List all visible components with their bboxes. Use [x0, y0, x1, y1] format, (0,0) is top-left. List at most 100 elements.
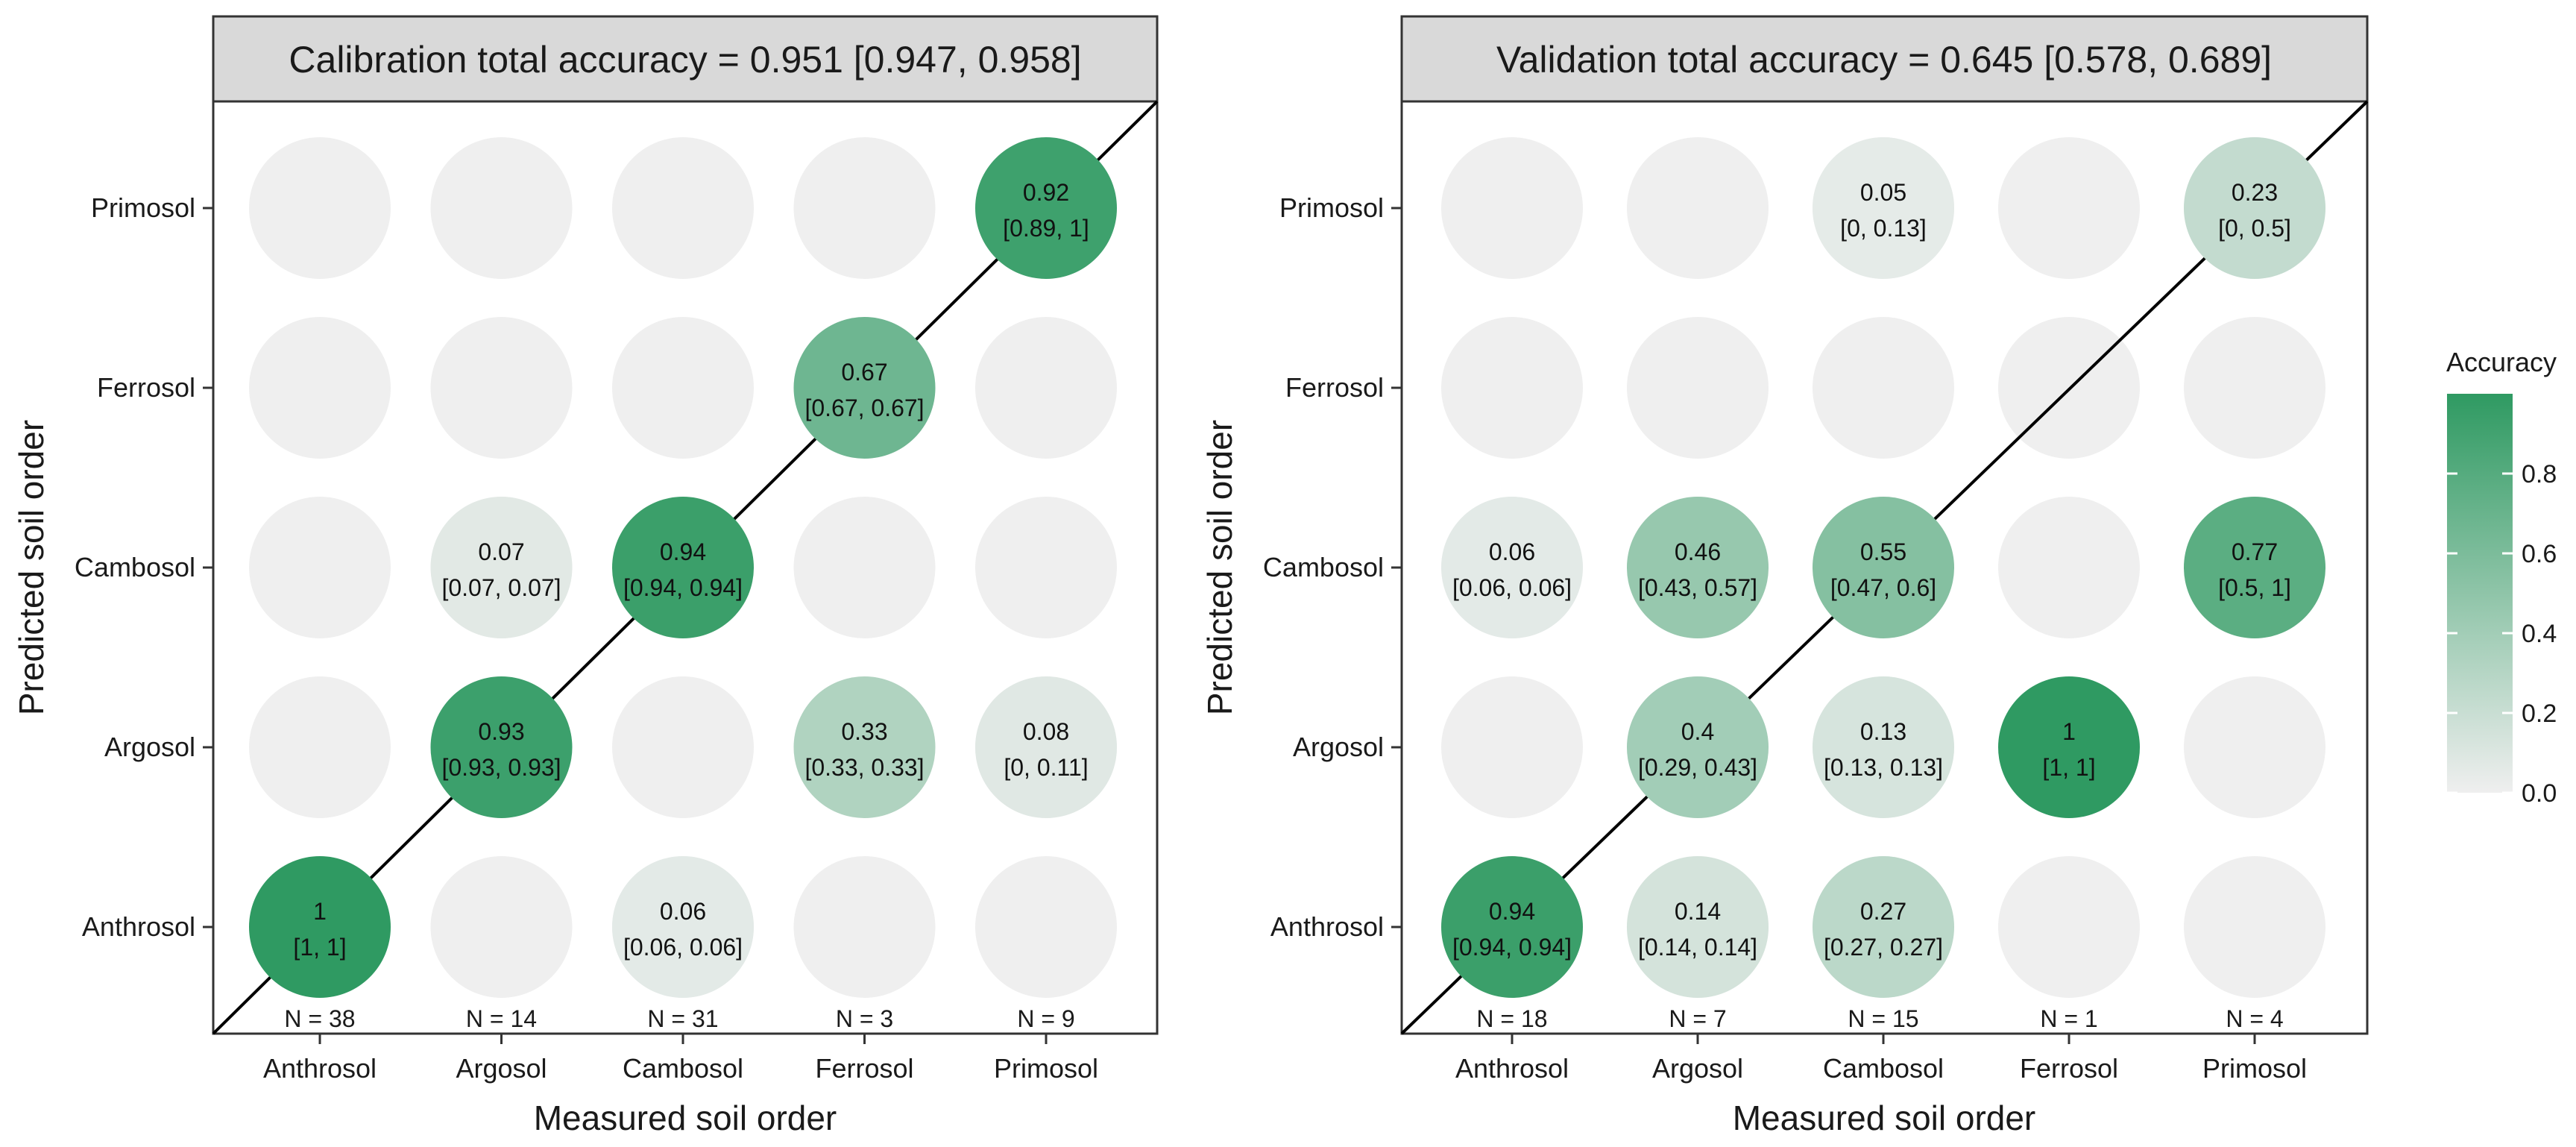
bubble-value-label: 1 [313, 898, 327, 925]
accuracy-bubble [1627, 856, 1769, 998]
validation-panel: Validation total accuracy = 0.645 [0.578… [1200, 15, 2369, 1137]
sample-size-label: N = 38 [284, 1005, 355, 1032]
bubble-value-label: 0.33 [841, 718, 887, 745]
bubble-value-label: 0.55 [1860, 538, 1906, 565]
accuracy-bubble [1441, 856, 1583, 998]
accuracy-bubble [793, 676, 936, 818]
y-tick-label: Cambosol [1263, 552, 1384, 582]
x-tick-label: Argosol [456, 1053, 547, 1084]
sample-size-label: N = 4 [2226, 1005, 2283, 1032]
bubble-ci-label: [0.13, 0.13] [1824, 754, 1943, 781]
bubble-ci-label: [0.06, 0.06] [1452, 574, 1572, 601]
empty-bubble [2184, 856, 2325, 998]
legend-ticks: 0.0 0.2 0.4 0.6 0.8 [2447, 460, 2557, 808]
empty-bubble [1441, 137, 1583, 279]
bubble-ci-label: [0.33, 0.33] [804, 754, 924, 781]
y-tick-label: Primosol [91, 192, 195, 223]
validation-x-axis-label: Measured soil order [1733, 1099, 2036, 1137]
y-tick-label: Ferrosol [97, 372, 195, 403]
legend-tick-label: 0.8 [2522, 460, 2557, 488]
validation-title: Validation total accuracy = 0.645 [0.578… [1496, 39, 2272, 81]
empty-bubble [1627, 137, 1769, 279]
accuracy-bubble [2184, 497, 2325, 638]
empty-bubble [793, 497, 936, 638]
empty-bubble [793, 856, 936, 998]
bubble-ci-label: [0, 0.11] [1004, 754, 1088, 781]
y-tick-label: Argosol [1293, 732, 1384, 762]
accuracy-bubble [249, 856, 391, 998]
empty-bubble [975, 856, 1117, 998]
empty-bubble [430, 856, 573, 998]
empty-bubble [249, 676, 391, 818]
bubble-value-label: 0.46 [1675, 538, 1721, 565]
bubble-ci-label: [0.29, 0.43] [1638, 754, 1757, 781]
empty-bubble [1627, 317, 1769, 459]
accuracy-bubble [975, 137, 1117, 279]
accuracy-bubble [1813, 856, 1954, 998]
legend-title: Accuracy [2446, 347, 2557, 377]
empty-bubble [1998, 856, 2140, 998]
bubble-value-label: 1 [2062, 718, 2076, 745]
calibration-title: Calibration total accuracy = 0.951 [0.94… [289, 39, 1081, 81]
sample-size-label: N = 31 [647, 1005, 718, 1032]
bubble-value-label: 0.67 [841, 359, 887, 386]
accuracy-bubble [1627, 497, 1769, 638]
empty-bubble [2184, 317, 2325, 459]
validation-plot-area: 0.94 [0.94, 0.94] 0.06 [0.06, 0.06] 0.14 [0.1… [1263, 100, 2369, 1084]
calibration-y-axis-label: Predicted soil order [12, 420, 51, 715]
empty-bubble [249, 137, 391, 279]
x-tick-label: Cambosol [1823, 1053, 1944, 1084]
empty-bubble [249, 497, 391, 638]
bubble-ci-label: [0.93, 0.93] [441, 754, 561, 781]
accuracy-bubble [1813, 676, 1954, 818]
sample-size-label: N = 7 [1669, 1005, 1726, 1032]
accuracy-bubble [1813, 137, 1954, 279]
bubble-value-label: 0.08 [1023, 718, 1069, 745]
empty-bubble [612, 137, 754, 279]
bubble-ci-label: [1, 1] [2042, 754, 2095, 781]
legend-tick-label: 0.4 [2522, 620, 2557, 648]
bubble-value-label: 0.27 [1860, 898, 1906, 925]
empty-bubble [975, 497, 1117, 638]
bubble-ci-label: [0.47, 0.6] [1830, 574, 1936, 601]
bubble-value-label: 0.93 [478, 718, 524, 745]
accuracy-legend: Accuracy 0.0 0.2 0.4 0.6 0.8 [2446, 347, 2557, 808]
legend-tick-label: 0.0 [2522, 779, 2557, 808]
bubble-value-label: 0.06 [1489, 538, 1535, 565]
bubble-ci-label: [0, 0.13] [1840, 215, 1927, 242]
accuracy-bubble [2184, 137, 2325, 279]
x-tick-label: Argosol [1652, 1053, 1743, 1084]
calibration-plot-area: 1 [1, 1] 0.93 [0.93, 0.93] 0.07 [0.07, 0.07] 0… [75, 100, 1159, 1084]
accuracy-bubble [1627, 676, 1769, 818]
empty-bubble [430, 137, 573, 279]
y-tick-label: Ferrosol [1285, 372, 1384, 403]
sample-size-label: N = 14 [466, 1005, 537, 1032]
sample-size-label: N = 18 [1476, 1005, 1547, 1032]
bubble-ci-label: [0.07, 0.07] [441, 574, 561, 601]
empty-bubble [612, 676, 754, 818]
legend-tick-label: 0.2 [2522, 700, 2557, 728]
accuracy-bubble [1998, 676, 2140, 818]
bubble-ci-label: [0.94, 0.94] [1452, 934, 1572, 961]
accuracy-bubble [1441, 497, 1583, 638]
x-tick-label: Anthrosol [1455, 1053, 1569, 1084]
empty-bubble [2184, 676, 2325, 818]
bubble-value-label: 0.94 [1489, 898, 1535, 925]
accuracy-bubble [1813, 497, 1954, 638]
x-tick-label: Cambosol [623, 1053, 743, 1084]
accuracy-bubble [430, 497, 573, 638]
empty-bubble [975, 317, 1117, 459]
bubble-ci-label: [0, 0.5] [2218, 215, 2291, 242]
calibration-x-axis-label: Measured soil order [534, 1099, 837, 1137]
x-tick-label: Anthrosol [263, 1053, 377, 1084]
sample-size-label: N = 15 [1848, 1005, 1918, 1032]
bubble-value-label: 0.05 [1860, 179, 1906, 206]
empty-bubble [1441, 317, 1583, 459]
bubble-ci-label: [1, 1] [293, 934, 346, 961]
x-tick-label: Ferrosol [2020, 1053, 2118, 1084]
accuracy-bubble [975, 676, 1117, 818]
bubble-value-label: 0.92 [1023, 179, 1069, 206]
bubble-ci-label: [0.94, 0.94] [623, 574, 743, 601]
y-tick-label: Anthrosol [82, 911, 195, 942]
